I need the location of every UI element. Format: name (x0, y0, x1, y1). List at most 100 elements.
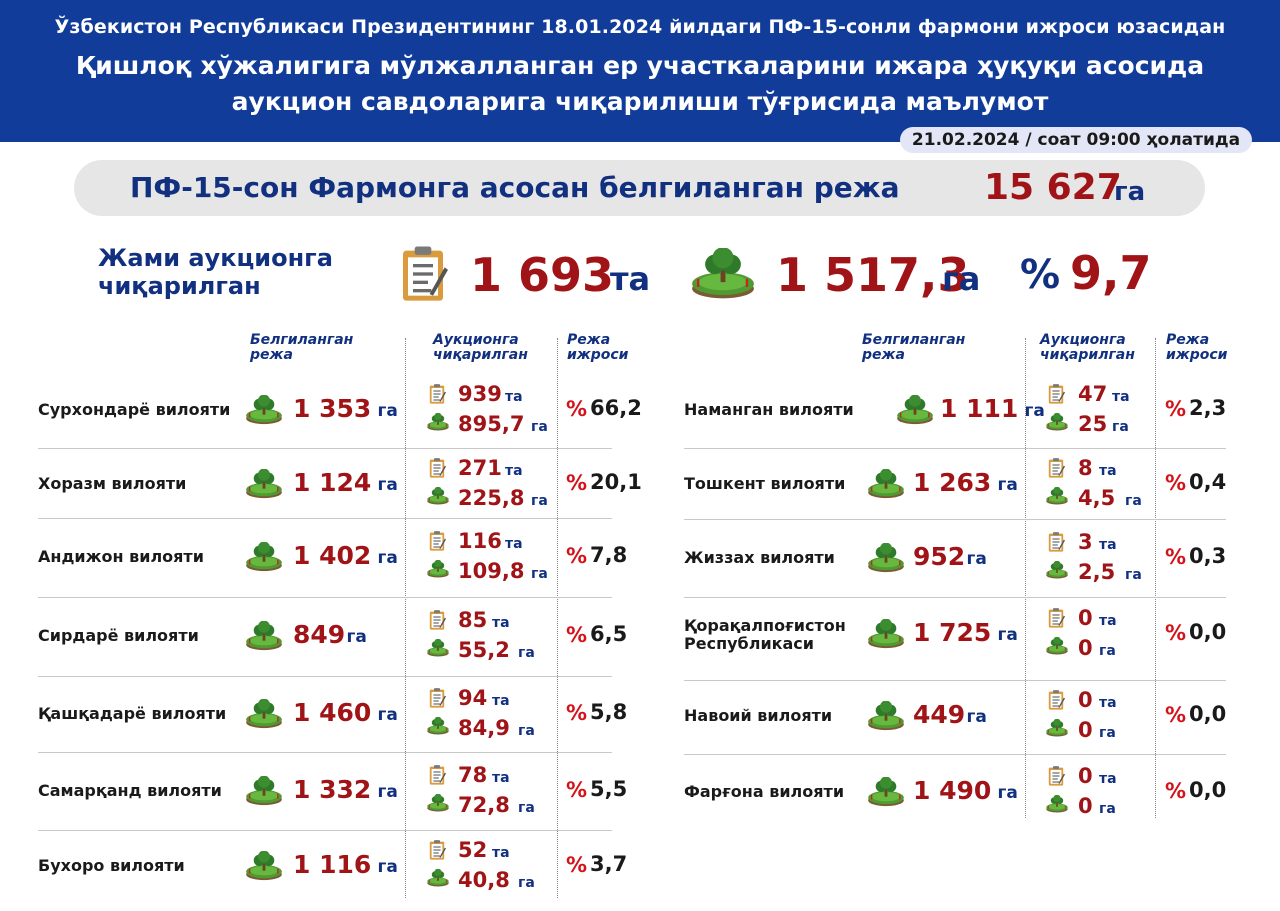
row-divider (38, 676, 612, 677)
col-plan-line-2: режа (250, 347, 293, 363)
area-unit: га (518, 645, 535, 661)
region-name: Сурхондарё вилояти (38, 400, 231, 419)
col-auction-header-right: Аукционга чиқарилган (1040, 333, 1135, 363)
count-unit: та (1099, 613, 1117, 629)
pct-sign: % (1165, 397, 1187, 421)
plan-value: 1 116 (293, 850, 372, 879)
count-unit: та (1112, 389, 1130, 405)
header-title-line-3: аукцион савдоларига чиқарилиши тўғрисида… (231, 87, 1049, 116)
land-plot-icon (868, 701, 904, 731)
area-unit: га (1112, 419, 1129, 435)
col-auction-header-left: Аукционга чиқарилган (433, 333, 528, 363)
auction-count: 271 (458, 456, 502, 480)
col-auction-line-2: чиқарилган (1040, 347, 1135, 363)
row-divider (38, 752, 612, 753)
total-label: Жами аукционга чиқарилган (98, 244, 378, 300)
column-divider (405, 338, 406, 898)
plan-execution-pct: 3,7 (590, 852, 628, 876)
plan-unit: га (377, 857, 398, 877)
plan-value: 1 402 (293, 541, 372, 570)
plan-execution-pct: 0,0 (1189, 702, 1227, 726)
land-plot-icon (1046, 719, 1068, 737)
auction-area: 4,5 (1078, 486, 1116, 510)
land-plot-icon (1046, 637, 1068, 655)
region-name: Наманган вилояти (684, 400, 854, 419)
land-plot-icon (868, 543, 904, 573)
plan-unit: га (377, 401, 398, 421)
region-name: Фарғона вилояти (684, 782, 845, 801)
pct-sign: % (566, 701, 588, 725)
area-unit: га (531, 493, 548, 509)
auction-area: 2,5 (1078, 560, 1116, 584)
clipboard-icon (429, 458, 446, 478)
column-divider (1025, 338, 1026, 818)
clipboard-icon (429, 531, 446, 551)
plan-unit: га (1024, 401, 1045, 421)
row-divider (684, 754, 1226, 755)
count-unit: та (505, 536, 523, 552)
plan-unit: га (966, 549, 987, 569)
plan-value: 1 263 (913, 468, 992, 497)
area-unit: га (1099, 801, 1116, 817)
plan-value: 1 111 (940, 394, 1019, 423)
pct-sign: % (566, 623, 588, 647)
clipboard-icon (429, 610, 446, 630)
col-exec-header-left: Режа ижроси (567, 333, 629, 363)
clipboard-icon (1048, 458, 1065, 478)
date-badge: 21.02.2024 / соат 09:00 ҳолатида (900, 127, 1252, 153)
col-plan-line-1: Белгиланган (250, 332, 354, 348)
plan-value: 1 353 (293, 394, 372, 423)
total-count-unit: та (610, 260, 651, 298)
auction-area: 0 (1078, 636, 1093, 660)
land-plot-icon (868, 777, 904, 807)
col-plan-line-2: режа (862, 347, 905, 363)
count-unit: та (492, 770, 510, 786)
col-plan-header-right: Белгиланган режа (862, 333, 965, 363)
col-plan-header-left: Белгиланган режа (250, 333, 353, 363)
plan-unit: га (997, 783, 1018, 803)
pct-sign: % (1165, 779, 1187, 803)
row-divider (684, 680, 1226, 681)
col-plan-line-1: Белгиланган (862, 332, 966, 348)
plan-value: 15 627 (984, 167, 1122, 208)
pct-sign: % (566, 471, 588, 495)
plan-execution-pct: 66,2 (590, 396, 642, 420)
land-plot-icon (427, 487, 449, 505)
plan-bar: ПФ-15-сон Фармонга асосан белгиланган ре… (74, 160, 1205, 216)
total-label-line-1: Жами аукционга (98, 244, 333, 272)
col-exec-header-right: Режа ижроси (1166, 333, 1228, 363)
plan-value: 952 (913, 542, 966, 571)
header-title-line-2: Қишлоқ хўжалигига мўлжалланган ер участк… (75, 51, 1205, 80)
area-unit: га (518, 800, 535, 816)
count-unit: та (1099, 695, 1117, 711)
land-plot-icon (246, 542, 282, 572)
plan-execution-pct: 0,3 (1189, 544, 1227, 568)
clipboard-icon (429, 765, 446, 785)
auction-area: 84,9 (458, 716, 510, 740)
plan-value: 1 124 (293, 468, 372, 497)
clipboard-icon (1048, 766, 1065, 786)
pct-sign: % (1165, 703, 1187, 727)
total-pct-sign: % (1020, 252, 1061, 298)
plan-execution-pct: 0,0 (1189, 620, 1227, 644)
clipboard-icon (1048, 532, 1065, 552)
plan-unit: га (377, 475, 398, 495)
row-divider (684, 519, 1226, 520)
count-unit: та (505, 389, 523, 405)
pct-sign: % (566, 397, 588, 421)
row-divider (38, 597, 612, 598)
land-plot-icon (246, 699, 282, 729)
area-unit: га (1125, 567, 1142, 583)
auction-count: 8 (1078, 456, 1093, 480)
land-plot-icon (427, 560, 449, 578)
count-unit: та (492, 615, 510, 631)
region-name: Тошкент вилояти (684, 474, 846, 493)
land-plot-icon (246, 469, 282, 499)
pct-sign: % (566, 853, 588, 877)
land-plot-icon (427, 717, 449, 735)
auction-count: 3 (1078, 530, 1093, 554)
total-area-unit: га (942, 260, 981, 298)
pct-sign: % (566, 778, 588, 802)
area-unit: га (1099, 725, 1116, 741)
auction-count: 94 (458, 686, 488, 710)
